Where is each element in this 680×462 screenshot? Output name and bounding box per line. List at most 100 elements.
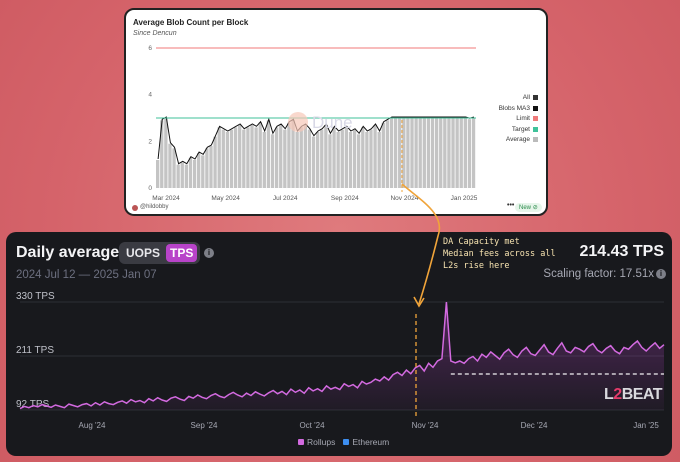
average-bar bbox=[328, 134, 332, 188]
average-bar bbox=[422, 118, 426, 188]
average-bar bbox=[336, 132, 340, 188]
average-bar bbox=[266, 120, 271, 188]
dune-chart-card: Average Blob Count per Block Since Dencu… bbox=[124, 8, 548, 216]
rollups-line bbox=[19, 301, 665, 410]
legend-label: Blobs MA3 bbox=[498, 104, 530, 112]
average-bar bbox=[262, 132, 266, 188]
average-bar bbox=[213, 136, 217, 188]
average-bar bbox=[439, 118, 443, 188]
average-bar bbox=[373, 125, 377, 188]
legend-item-ethereum[interactable]: Ethereum bbox=[343, 437, 389, 447]
average-bar bbox=[418, 118, 422, 188]
average-bar bbox=[414, 118, 418, 188]
more-menu-icon[interactable]: ••• bbox=[507, 202, 515, 209]
legend-item[interactable]: Blobs MA3 bbox=[499, 105, 538, 112]
date-range: 2024 Jul 12 — 2025 Jan 07 bbox=[16, 269, 157, 281]
y-tick-label: 330 TPS bbox=[16, 291, 55, 302]
new-badge-label: New bbox=[519, 205, 532, 211]
average-bar bbox=[406, 118, 410, 188]
average-bar bbox=[270, 134, 275, 188]
average-bar bbox=[320, 129, 324, 188]
average-bar bbox=[238, 125, 242, 188]
legend-swatch bbox=[533, 116, 538, 121]
annotation-text: DA Capacity met Median fees across all L… bbox=[443, 237, 556, 271]
y-tick-label: 2 bbox=[148, 138, 152, 145]
dune-chart-plot: 0 2 4 6 Dune Mar 2024 May 2024 Jul 2024 Sep 2024… bbox=[148, 45, 478, 202]
average-bar bbox=[365, 132, 369, 188]
dune-chart-title: Average Blob Count per Block bbox=[133, 18, 249, 27]
average-bar bbox=[279, 125, 283, 188]
x-tick-label: Nov 2024 bbox=[390, 195, 418, 202]
current-value: 214.43 TPS bbox=[579, 243, 665, 260]
average-bar bbox=[299, 127, 303, 188]
average-bar bbox=[471, 118, 476, 188]
average-bar bbox=[233, 127, 238, 188]
legend-item-rollups[interactable]: Rollups bbox=[298, 437, 335, 447]
x-tick-label: Dec '24 bbox=[521, 421, 548, 430]
average-bar bbox=[324, 125, 328, 188]
average-bar bbox=[340, 129, 344, 188]
average-bar bbox=[410, 118, 414, 188]
average-bar bbox=[246, 127, 250, 188]
legend-swatch bbox=[343, 439, 350, 445]
average-bar bbox=[160, 120, 164, 188]
legend-item[interactable]: Average bbox=[506, 136, 538, 143]
x-tick-label: Jan 2025 bbox=[451, 195, 478, 202]
l2beat-logo: L2BEAT bbox=[604, 386, 663, 403]
legend-label: Average bbox=[505, 136, 530, 143]
average-bar bbox=[221, 129, 225, 188]
y-tick-label: 211 TPS bbox=[16, 345, 54, 356]
x-tick-label: Sep '24 bbox=[191, 421, 218, 430]
average-bar bbox=[168, 143, 172, 188]
scaling-info-icon[interactable]: i bbox=[656, 269, 666, 279]
average-bar bbox=[258, 122, 262, 188]
average-bar bbox=[381, 122, 385, 188]
legend-item[interactable]: Limit bbox=[516, 115, 538, 122]
average-bar bbox=[192, 160, 197, 188]
average-bar bbox=[463, 118, 467, 188]
x-tick-label: Mar 2024 bbox=[152, 195, 180, 202]
author-handle[interactable]: @hildobby bbox=[140, 204, 169, 210]
blobs-ma3-line bbox=[157, 116, 475, 165]
average-bar bbox=[385, 120, 390, 188]
average-bar bbox=[287, 122, 291, 188]
legend-swatch bbox=[298, 439, 304, 445]
average-bar bbox=[172, 148, 176, 188]
average-bar bbox=[176, 164, 180, 188]
average-bar bbox=[164, 118, 168, 188]
toggle-option-tps[interactable]: TPS bbox=[166, 244, 198, 262]
x-tick-label: Sep 2024 bbox=[331, 195, 359, 202]
l2-chart-plot: 330 TPS 211 TPS 92 TPS Aug '24 Sep '24 Oct '2… bbox=[16, 291, 665, 430]
average-bar bbox=[361, 127, 365, 188]
average-bar bbox=[156, 160, 160, 188]
legend-swatch bbox=[533, 137, 538, 142]
average-bar bbox=[393, 118, 398, 188]
average-bar bbox=[303, 125, 307, 188]
average-bar bbox=[455, 118, 459, 188]
average-bar bbox=[283, 129, 287, 188]
legend-item[interactable]: All bbox=[523, 94, 538, 101]
legend-item[interactable]: Target bbox=[512, 126, 538, 133]
average-bar bbox=[344, 127, 349, 188]
x-tick-label: Aug '24 bbox=[79, 421, 106, 430]
rollups-area bbox=[20, 302, 664, 410]
average-bar bbox=[447, 118, 451, 188]
average-bar bbox=[197, 153, 201, 188]
average-bar bbox=[184, 164, 189, 188]
average-bar bbox=[201, 155, 205, 188]
average-bar bbox=[332, 127, 336, 188]
toggle-option-uops[interactable]: UOPS bbox=[126, 246, 161, 260]
dune-chart-subtitle: Since Dencun bbox=[133, 30, 177, 37]
average-bar bbox=[217, 127, 221, 188]
legend-label: Rollups bbox=[307, 437, 336, 447]
average-bar bbox=[229, 129, 234, 188]
average-bar bbox=[430, 118, 435, 188]
average-bar bbox=[316, 132, 320, 188]
metric-toggle[interactable]: UOPS TPS bbox=[119, 242, 201, 264]
average-bar bbox=[180, 162, 184, 188]
info-icon[interactable]: i bbox=[204, 248, 214, 258]
l2-legend: Rollups Ethereum bbox=[298, 437, 389, 447]
legend-label: Ethereum bbox=[352, 437, 390, 447]
new-badge: New ⊘ bbox=[515, 203, 542, 212]
average-bar bbox=[377, 132, 381, 188]
